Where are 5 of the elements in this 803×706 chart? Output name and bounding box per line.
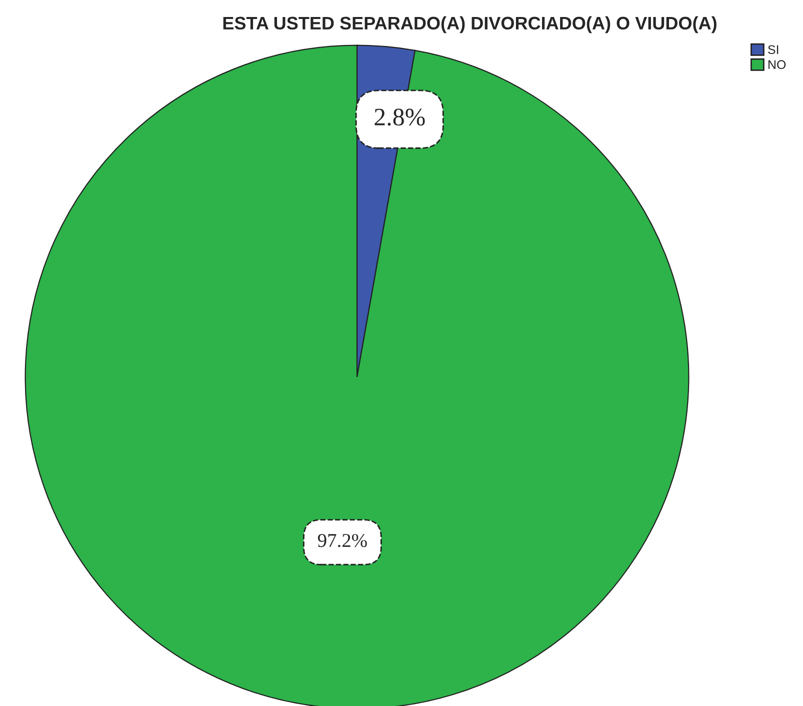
data-label: 97.2% xyxy=(318,534,367,548)
legend-label: NO xyxy=(768,60,786,70)
chart-title: ESTA USTED SEPARADO(A) DIVORCIADO(A) O VIUDO(A) xyxy=(223,16,716,34)
legend-label: SI xyxy=(768,45,778,54)
data-label: 2.8% xyxy=(374,108,425,126)
